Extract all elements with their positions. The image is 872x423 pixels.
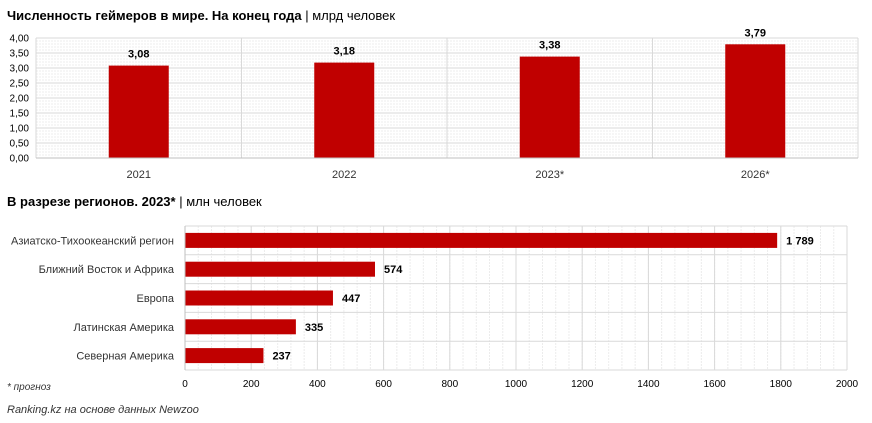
bar-value-label: 1 789 bbox=[786, 235, 814, 247]
footnote: * прогноз bbox=[7, 382, 51, 393]
bar-value-label: 3,08 bbox=[128, 49, 149, 61]
x-tick-label: 800 bbox=[441, 379, 458, 390]
x-tick-label: 400 bbox=[309, 379, 326, 390]
y-tick-label: 1,50 bbox=[10, 109, 30, 120]
y-tick-label: 1,00 bbox=[10, 124, 30, 135]
bar-value-label: 447 bbox=[342, 293, 360, 305]
x-tick-label: 1200 bbox=[571, 379, 594, 390]
bar-value-label: 3,79 bbox=[745, 27, 766, 39]
x-category-label: 2023* bbox=[535, 169, 564, 181]
y-category-label: Северная Америка bbox=[76, 351, 175, 363]
y-tick-label: 3,50 bbox=[10, 49, 30, 60]
y-category-label: Европа bbox=[137, 293, 175, 305]
y-category-label: Латинская Америка bbox=[74, 322, 175, 334]
chart1-unit: млрд человек bbox=[312, 8, 396, 23]
bar bbox=[519, 56, 580, 158]
bar-value-label: 335 bbox=[305, 322, 323, 334]
x-tick-label: 2000 bbox=[836, 379, 859, 390]
x-tick-label: 0 bbox=[182, 379, 188, 390]
bar-value-label: 237 bbox=[272, 351, 290, 363]
y-tick-label: 4,00 bbox=[10, 34, 30, 45]
bar bbox=[185, 348, 264, 364]
bar-value-label: 574 bbox=[384, 264, 403, 276]
bar-value-label: 3,38 bbox=[539, 40, 560, 52]
y-category-label: Ближний Восток и Африка bbox=[39, 264, 175, 276]
y-tick-label: 2,50 bbox=[10, 79, 30, 90]
bar bbox=[185, 290, 333, 306]
x-tick-label: 1600 bbox=[703, 379, 726, 390]
bar bbox=[185, 232, 778, 248]
chart2-plot: 0 200 400 600 800 1000 1200 1400 1600 1800 2000 1 7… bbox=[11, 225, 859, 390]
x-tick-label: 1800 bbox=[770, 379, 793, 390]
x-category-label: 2022 bbox=[332, 169, 356, 181]
chart2-title: В разрезе регионов. 2023* | млн человек bbox=[7, 194, 262, 209]
bar-value-label: 3,18 bbox=[334, 46, 355, 58]
y-category-label: Азиатско-Тихоокеанский регион bbox=[11, 235, 174, 247]
bar bbox=[185, 261, 375, 277]
x-tick-label: 1400 bbox=[637, 379, 660, 390]
x-tick-label: 600 bbox=[375, 379, 392, 390]
chart2-unit: млн человек bbox=[186, 194, 262, 209]
y-tick-label: 3,00 bbox=[10, 64, 30, 75]
x-tick-label: 200 bbox=[243, 379, 260, 390]
y-tick-label: 0,50 bbox=[10, 139, 30, 150]
y-tick-label: 2,00 bbox=[10, 94, 30, 105]
x-tick-label: 1000 bbox=[505, 379, 528, 390]
x-category-label: 2026* bbox=[741, 169, 770, 181]
chart1-title-text: Численность геймеров в мире. На конец го… bbox=[7, 8, 302, 23]
bar bbox=[108, 65, 169, 158]
chart2-title-text: В разрезе регионов. 2023* bbox=[7, 194, 176, 209]
chart1-plot: 0,00 0,50 1,00 1,50 2,00 2,50 3,00 3,50 4,00 3,08… bbox=[10, 27, 859, 181]
bar bbox=[725, 44, 786, 158]
y-tick-label: 0,00 bbox=[10, 154, 30, 165]
chart1-title: Численность геймеров в мире. На конец го… bbox=[7, 8, 396, 23]
bar bbox=[314, 62, 375, 158]
source-note: Ranking.kz на основе данных Newzoo bbox=[7, 404, 199, 416]
bar bbox=[185, 319, 296, 335]
x-category-label: 2021 bbox=[127, 169, 151, 181]
